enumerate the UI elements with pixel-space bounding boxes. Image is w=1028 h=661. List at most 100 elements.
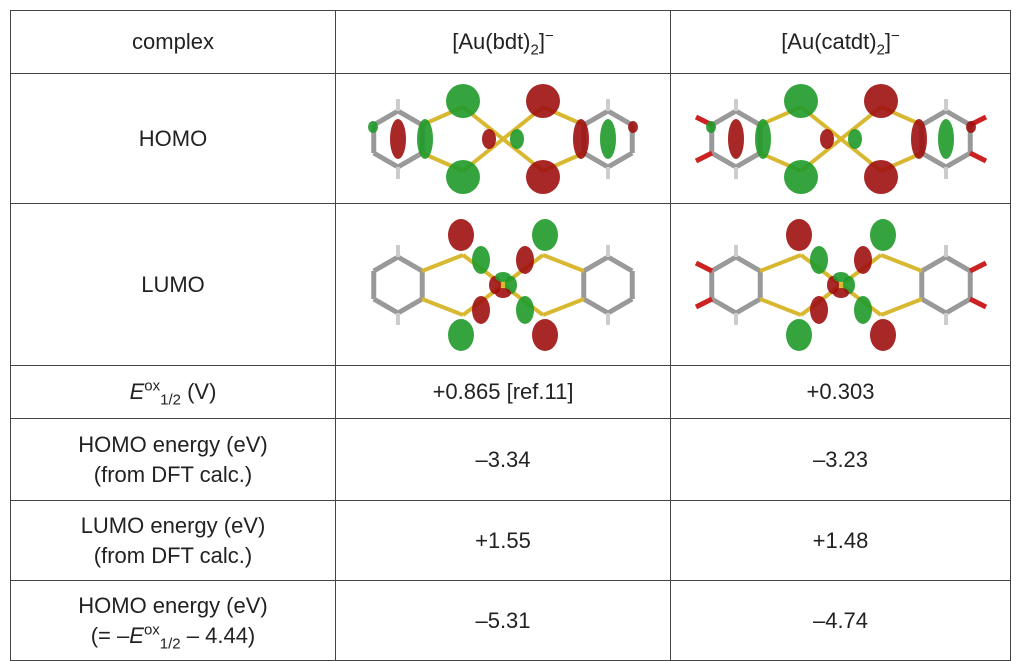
orbital-lobe [532,219,558,251]
bonds [374,245,632,325]
bond [881,255,922,271]
orbital-lobe [368,121,378,133]
row-label: LUMO [11,204,336,366]
row-label: LUMO energy (eV) (from DFT calc.) [11,501,336,581]
text-line: (from DFT calc.) [11,541,335,571]
orbital-lobe [516,296,534,324]
orbital-lobe [854,246,872,274]
text-segment: ox [144,378,160,395]
row-label: Eox1/2 (V) [11,366,336,419]
header-cell: [Au(catdt)2]− [671,11,1011,74]
value-cell: –4.74 [671,581,1011,661]
bond [422,255,463,271]
bond [374,257,398,271]
text-line: HOMO [11,124,335,154]
table-row: HOMO [11,74,1011,204]
orbital-lobe [755,119,771,159]
orbital-lobe [628,121,638,133]
orbital-drawing [681,79,1001,199]
text-segment: − [891,28,900,45]
bond [584,257,608,271]
orbital-lobe [573,119,589,159]
value-cell: +0.303 [671,366,1011,419]
orbital-lobe [495,288,511,298]
header-cell: [Au(bdt)2]− [336,11,671,74]
orbital-lobe [854,296,872,324]
bond [608,299,632,313]
orbital-table: complex[Au(bdt)2]−[Au(catdt)2]− HOMO LUMOE… [10,10,1011,661]
row-label: HOMO energy (eV) (= –Eox1/2 – 4.44) [11,581,336,661]
text-segment: [Au(bdt) [452,29,530,54]
text-line: [Au(catdt)2]− [671,27,1010,57]
bond [422,299,463,315]
orbital-lobe [472,296,490,324]
orbital-lobe [786,319,812,351]
bond [608,257,632,271]
orbital-lobe [784,84,818,118]
orbital-lobe [390,119,406,159]
text-segment: [Au(catdt) [781,29,876,54]
value-cell: +1.48 [671,501,1011,581]
orbital-lobe [820,129,834,149]
row-label: HOMO [11,74,336,204]
page: complex[Au(bdt)2]−[Au(catdt)2]− HOMO LUMOE… [0,0,1028,653]
orbital-cell [671,204,1011,366]
orbital-lobe [870,219,896,251]
orbital-cell [671,74,1011,204]
bond [736,299,760,313]
orbital-lobe [810,246,828,274]
orbital-lobe [448,319,474,351]
text-segment: 2 [877,41,885,58]
orbital-lobe [911,119,927,159]
value-cell: –5.31 [336,581,671,661]
text-line: LUMO energy (eV) [11,511,335,541]
orbital-lobe [864,160,898,194]
orbital-lobe [833,288,849,298]
text-segment: ox [144,621,160,638]
value-cell: –3.23 [671,419,1011,501]
orbital-drawing [343,79,663,199]
table-row: LUMO [11,204,1011,366]
orbital-lobe [810,296,828,324]
text-segment: (from DFT calc.) [94,462,252,487]
text-segment: LUMO energy (eV) [81,513,266,538]
bond [760,299,801,315]
text-line: HOMO energy (eV) [11,591,335,621]
value-cell: –3.34 [336,419,671,501]
orbital-lobe [833,272,849,282]
text-line: [Au(bdt)2]− [336,27,670,57]
orbital-lobe [495,272,511,282]
bond [696,263,712,271]
text-segment: (= – [91,623,130,648]
orbital-lobe [706,121,716,133]
table-row: HOMO energy (eV) (= –Eox1/2 – 4.44)–5.31–… [11,581,1011,661]
orbital-lobe [864,84,898,118]
bond [584,299,608,313]
text-segment: HOMO [139,126,207,151]
bonds [696,245,986,325]
orbital-lobe [938,119,954,159]
bond [696,153,712,161]
orbital-lobe [966,121,976,133]
table-row: LUMO energy (eV)(from DFT calc.)+1.55+1.… [11,501,1011,581]
text-segment: 2 [531,41,539,58]
text-segment: 1/2 [160,635,181,652]
text-segment: (from DFT calc.) [94,543,252,568]
text-segment: HOMO energy (eV) [78,432,268,457]
text-line: HOMO energy (eV) [11,430,335,460]
orbital-lobe [870,319,896,351]
header-row: complex[Au(bdt)2]−[Au(catdt)2]− [11,11,1011,74]
text-segment: 1/2 [160,391,181,408]
text-line: (= –Eox1/2 – 4.44) [11,621,335,651]
text-segment: HOMO energy (eV) [78,593,268,618]
orbital-drawing [343,210,663,360]
text-segment: (V) [181,379,216,404]
orbital-cell [336,74,671,204]
orbital-lobe [526,160,560,194]
orbital-lobe [728,119,744,159]
bond [946,257,970,271]
header-cell: complex [11,11,336,74]
orbital-cell [336,204,671,366]
orbital-lobe [417,119,433,159]
text-line: (from DFT calc.) [11,460,335,490]
